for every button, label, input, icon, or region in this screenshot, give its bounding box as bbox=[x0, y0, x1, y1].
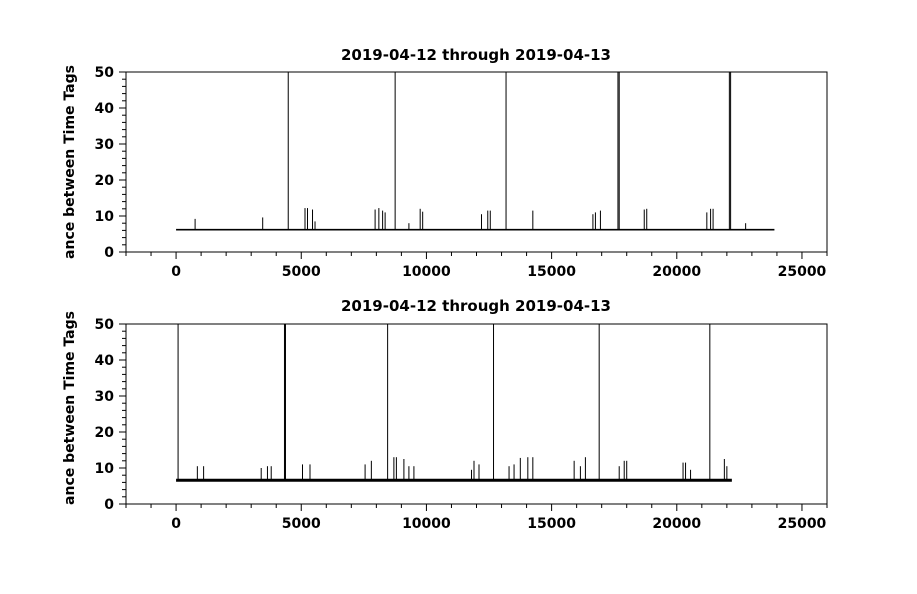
chart-panel-top: 2019-04-12 through 2019-04-13 ance betwe… bbox=[62, 46, 828, 280]
y-tick-label: 30 bbox=[95, 389, 115, 405]
x-tick-label: 20000 bbox=[652, 516, 701, 532]
y-tick-label: 50 bbox=[95, 65, 115, 81]
plot-area bbox=[176, 324, 732, 482]
x-tick-label: 0 bbox=[171, 264, 181, 280]
x-tick-label: 15000 bbox=[527, 264, 576, 280]
x-tick-label: 20000 bbox=[652, 264, 701, 280]
y-tick-label: 20 bbox=[95, 425, 115, 441]
chart-title: 2019-04-12 through 2019-04-13 bbox=[341, 297, 611, 315]
y-tick-label: 40 bbox=[95, 353, 115, 369]
x-tick-label: 0 bbox=[171, 516, 181, 532]
y-tick-label: 0 bbox=[104, 497, 114, 513]
y-tick-label: 30 bbox=[95, 137, 115, 153]
x-tick-label: 5000 bbox=[282, 516, 321, 532]
x-tick-label: 15000 bbox=[527, 516, 576, 532]
y-tick-label: 40 bbox=[95, 101, 115, 117]
x-tick-label: 5000 bbox=[282, 264, 321, 280]
y-tick-label: 0 bbox=[104, 245, 114, 261]
x-tick-label: 10000 bbox=[402, 264, 451, 280]
x-tick-label: 10000 bbox=[402, 516, 451, 532]
y-tick-label: 10 bbox=[95, 461, 115, 477]
x-tick-label: 25000 bbox=[778, 516, 827, 532]
plot-area bbox=[176, 72, 775, 231]
y-axis-label: ance between Time Tags bbox=[62, 65, 78, 259]
chart-title: 2019-04-12 through 2019-04-13 bbox=[341, 46, 611, 64]
y-tick-label: 10 bbox=[95, 209, 115, 225]
chart-panel-bottom: 2019-04-12 through 2019-04-13 ance betwe… bbox=[62, 297, 828, 532]
y-tick-label: 20 bbox=[95, 173, 115, 189]
y-tick-label: 50 bbox=[95, 317, 115, 333]
x-tick-label: 25000 bbox=[778, 264, 827, 280]
y-axis-label: ance between Time Tags bbox=[62, 311, 78, 505]
